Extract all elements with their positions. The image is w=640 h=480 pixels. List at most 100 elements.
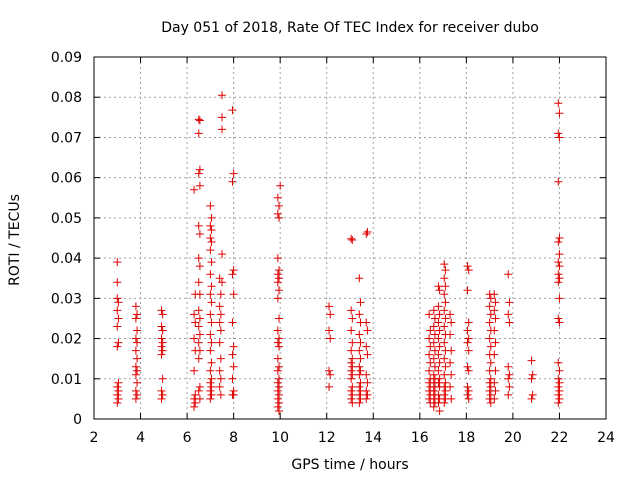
roti-point-marker (275, 201, 284, 210)
roti-point-marker (157, 394, 166, 403)
roti-point-marker (554, 177, 563, 186)
roti-point-marker (528, 370, 537, 379)
roti-point-marker (275, 314, 284, 323)
roti-point-marker (191, 318, 200, 327)
y-tick-label: 0.06 (51, 171, 82, 187)
roti-point-marker (362, 342, 371, 351)
roti-point-marker (440, 354, 449, 363)
roti-point-marker (228, 177, 237, 186)
roti-point-marker (527, 394, 536, 403)
roti-point-marker (207, 238, 216, 247)
roti-point-marker (113, 294, 122, 303)
roti-point-marker (113, 342, 122, 351)
roti-point-marker (207, 374, 216, 383)
roti-point-marker (429, 370, 438, 379)
roti-point-marker (554, 238, 563, 247)
roti-point-marker (464, 386, 473, 395)
roti-point-marker (206, 394, 215, 403)
roti-point-marker (440, 290, 449, 299)
roti-point-marker (191, 390, 200, 399)
roti-point-marker (133, 310, 142, 319)
roti-point-marker (554, 270, 563, 279)
roti-point-marker (554, 374, 563, 383)
roti-point-marker (131, 370, 140, 379)
roti-point-marker (486, 358, 495, 367)
roti-point-marker (355, 346, 364, 355)
roti-point-marker (434, 282, 443, 291)
roti-point-marker (113, 278, 122, 287)
roti-point-marker (363, 390, 372, 399)
roti-point-marker (114, 298, 123, 307)
roti-point-marker (195, 262, 204, 271)
roti-point-marker (228, 270, 237, 279)
roti-point-marker (362, 394, 371, 403)
roti-point-marker (490, 394, 499, 403)
roti-point-marker (446, 310, 455, 319)
roti-point-marker (114, 394, 123, 403)
roti-point-marker (434, 350, 443, 359)
roti-point-marker (133, 378, 142, 387)
roti-point-marker (486, 390, 495, 399)
roti-point-marker (362, 386, 371, 395)
roti-point-marker (275, 274, 284, 283)
roti-point-marker (206, 221, 215, 230)
roti-point-marker (355, 390, 364, 399)
roti-point-marker (464, 334, 473, 343)
roti-point-marker (463, 326, 472, 335)
roti-point-marker (355, 310, 364, 319)
roti-point-marker (434, 334, 443, 343)
roti-point-marker (348, 382, 357, 391)
roti-point-marker (131, 334, 140, 343)
roti-point-marker (505, 298, 514, 307)
roti-point-marker (131, 302, 140, 311)
roti-point-marker (194, 221, 203, 230)
roti-point-marker (355, 398, 364, 407)
roti-point-marker (440, 390, 449, 399)
roti-point-marker (228, 318, 237, 327)
roti-point-marker (440, 322, 449, 331)
roti-point-marker (440, 260, 449, 269)
roti-point-marker (206, 201, 215, 210)
roti-point-marker (133, 326, 142, 335)
x-tick-label: 14 (364, 430, 382, 446)
roti-point-marker (273, 338, 282, 347)
roti-point-marker (229, 266, 238, 275)
roti-point-marker (485, 302, 494, 311)
roti-point-marker (429, 322, 438, 331)
roti-point-marker (275, 266, 284, 275)
roti-point-marker (348, 398, 357, 407)
roti-point-marker (441, 386, 450, 395)
roti-point-marker (435, 326, 444, 335)
roti-point-marker (131, 362, 140, 371)
roti-point-marker (463, 390, 472, 399)
roti-point-marker (215, 338, 224, 347)
y-axis-label: ROTI / TECUs (7, 194, 23, 286)
roti-point-marker (347, 386, 356, 395)
roti-point-marker (435, 310, 444, 319)
roti-point-marker (527, 356, 536, 365)
data-points (113, 91, 564, 415)
roti-point-marker (434, 302, 443, 311)
roti-point-marker (216, 326, 225, 335)
roti-point-marker (190, 310, 199, 319)
roti-point-marker (440, 274, 449, 283)
roti-point-marker (555, 234, 564, 242)
roti-point-marker (158, 346, 167, 355)
roti-point-marker (348, 338, 357, 347)
roti-point-marker (207, 318, 216, 327)
roti-point-marker (218, 125, 226, 134)
x-tick-label: 12 (318, 430, 336, 446)
roti-point-marker (273, 366, 282, 375)
y-tick-label: 0 (73, 412, 82, 428)
roti-point-marker (430, 330, 439, 339)
roti-point-marker (131, 314, 140, 323)
roti-point-marker (429, 402, 438, 411)
roti-point-marker (356, 378, 365, 387)
roti-point-marker (194, 306, 203, 315)
roti-point-marker (463, 262, 472, 271)
roti-point-marker (133, 390, 142, 399)
roti-point-marker (275, 382, 284, 391)
roti-point-marker (504, 374, 513, 383)
roti-point-marker (554, 314, 563, 323)
roti-point-marker (273, 209, 282, 218)
